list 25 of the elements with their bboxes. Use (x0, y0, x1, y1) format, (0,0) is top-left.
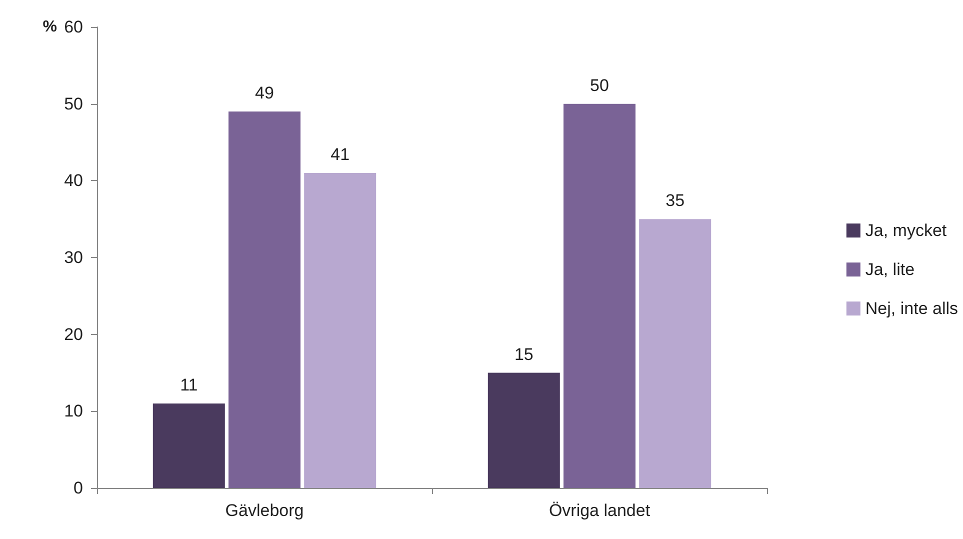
data-label: 50 (590, 76, 609, 95)
y-tick-label: 10 (64, 402, 83, 421)
data-label: 49 (255, 84, 274, 103)
x-tick-label: Gävleborg (225, 501, 304, 520)
bar (639, 219, 712, 488)
y-tick-label: 50 (64, 94, 83, 114)
bar (488, 372, 560, 488)
data-label: 41 (330, 144, 350, 164)
data-label: 35 (666, 191, 685, 210)
y-tick-label: 20 (64, 324, 83, 344)
data-label: 11 (180, 375, 198, 394)
y-tick-label: 30 (64, 248, 83, 267)
y-tick-label: 60 (64, 18, 83, 36)
x-tick-label: Övriga landet (548, 501, 650, 520)
bar (152, 403, 225, 488)
bar (228, 112, 300, 488)
legend-label: Nej, inte alls (865, 299, 958, 318)
bar (564, 104, 636, 488)
bar (304, 172, 376, 488)
y-tick-label: 0 (74, 478, 83, 498)
y-axis-title: % (42, 18, 57, 36)
legend-label: Ja, lite (865, 260, 915, 279)
y-tick-label: 40 (64, 171, 83, 190)
data-label: 15 (514, 344, 534, 364)
legend-label: Ja, mycket (865, 221, 947, 240)
